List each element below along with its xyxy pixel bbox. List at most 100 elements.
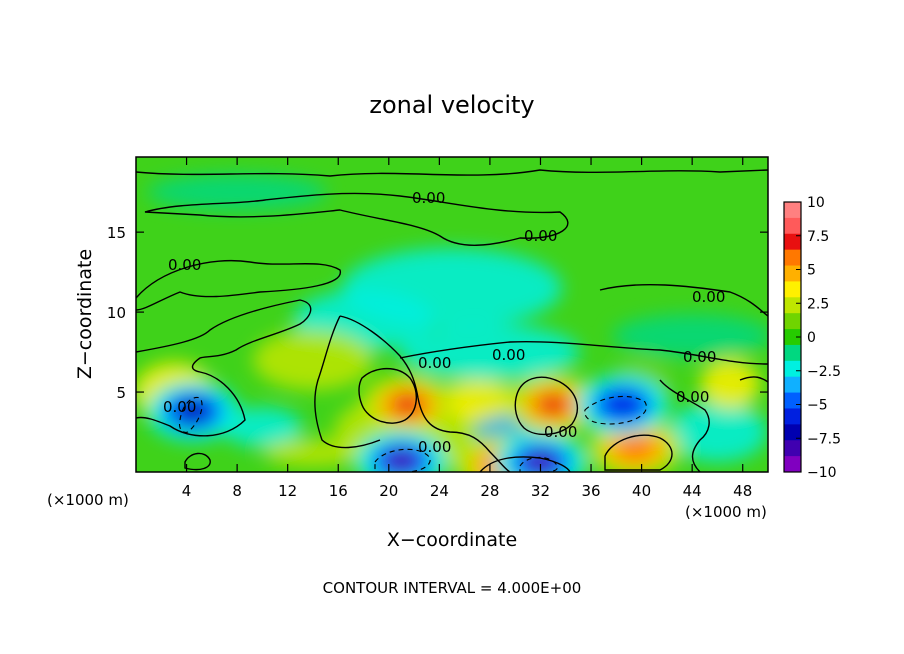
negative-extremum	[176, 400, 209, 423]
contour-line	[314, 315, 381, 449]
contour-line	[604, 434, 673, 471]
x-tick-label: 16	[329, 482, 348, 500]
colorbar-tick-label: 5	[807, 263, 816, 279]
x-tick-label: 36	[581, 482, 600, 500]
x-tick-label: 48	[733, 482, 752, 500]
positive-extremum	[619, 437, 652, 460]
x-unit-label-right: (×1000 m)	[685, 503, 767, 521]
negative-extremum	[385, 449, 418, 472]
contour-line	[136, 299, 312, 437]
colorbar-segment	[784, 297, 801, 314]
contour-line	[399, 341, 768, 365]
x-tick-label: 44	[683, 482, 702, 500]
field-blobs	[136, 174, 768, 472]
x-tick-label: 32	[531, 482, 550, 500]
colorbar: 10 7.5 5 2.5 0 −2.5 −5 −7.5 −10	[783, 195, 841, 481]
contour-label: 0.00	[163, 398, 196, 416]
colorbar-segment	[784, 424, 801, 441]
colorbar-tick-label: −10	[807, 465, 837, 481]
z-axis: 5 10 15	[107, 224, 768, 402]
negative-contour	[519, 456, 558, 472]
x-tick-label: 24	[430, 482, 449, 500]
x-axis: 4 8 12 16 20 24 28 32 36 40 44 48	[182, 157, 752, 500]
contour-label: 0.00	[418, 354, 451, 372]
negative-extremum	[524, 451, 557, 472]
colorbar-segment	[784, 456, 801, 473]
field-patch	[612, 314, 768, 359]
field-patch	[252, 330, 373, 391]
field-patch	[147, 174, 328, 211]
contour-interval-text: CONTOUR INTERVAL = 4.000E+00	[323, 579, 582, 597]
x-tick-label: 8	[232, 482, 242, 500]
colorbar-segment	[784, 249, 801, 267]
x-tick-label: 28	[480, 482, 499, 500]
contour-label: 0.00	[683, 348, 716, 366]
colorbar-tick-label: −7.5	[807, 431, 841, 447]
negative-contour	[178, 396, 203, 433]
colorbar-segment	[784, 313, 801, 330]
x-unit-label-left: (×1000 m)	[47, 491, 129, 509]
colorbar-segment	[784, 281, 801, 298]
contour-line	[479, 456, 571, 472]
x-tick-label: 40	[632, 482, 651, 500]
negative-contours	[178, 395, 647, 472]
chart-title: zonal velocity	[369, 91, 534, 119]
contour-label: 0.00	[168, 256, 201, 274]
plot-frame	[135, 156, 769, 473]
negative-contour	[374, 448, 431, 472]
colorbar-segment	[784, 202, 801, 219]
x-tick-label: 4	[182, 482, 192, 500]
x-axis-title: X−coordinate	[387, 529, 517, 551]
z-tick-label: 10	[107, 304, 126, 322]
contour-label: 0.00	[418, 438, 451, 456]
colorbar-tick-label: 2.5	[807, 296, 829, 312]
colorbar-segment	[784, 344, 801, 362]
z-tick-label: 15	[107, 224, 126, 242]
x-tick-label: 20	[379, 482, 398, 500]
colorbar-segment	[784, 265, 801, 282]
colorbar-segment	[784, 329, 801, 346]
field-patch	[222, 407, 303, 448]
contour-label: 0.00	[692, 288, 725, 306]
negative-extremum	[606, 393, 639, 416]
colorbar-tick-label: 10	[807, 195, 825, 211]
colorbar-segment	[784, 376, 801, 394]
colorbar-tick-label: 7.5	[807, 229, 829, 245]
contour-label: 0.00	[676, 388, 709, 406]
x-tick-label: 12	[278, 482, 297, 500]
contour-line	[659, 379, 710, 472]
field-patch	[399, 324, 580, 381]
z-tick-label: 5	[116, 384, 126, 402]
contour-line	[739, 376, 768, 383]
negative-contour	[584, 395, 647, 425]
colorbar-tick-label: −5	[807, 398, 828, 414]
field-patch	[700, 359, 761, 410]
field-patch	[667, 402, 768, 463]
velocity-field: 0.00 0.00 0.00 0.00 0.00 0.00 0.00 0.00 0.00 0.00…	[136, 157, 768, 472]
contour-line	[136, 169, 768, 177]
colorbar-tick-label: −2.5	[807, 364, 841, 380]
contour-line	[184, 452, 211, 471]
contour-label: 0.00	[524, 227, 557, 245]
contour-lines	[136, 169, 768, 472]
field-patch	[437, 380, 518, 421]
field-patch	[262, 438, 363, 467]
z-axis-title: Z−coordinate	[74, 249, 96, 379]
contour-line	[339, 315, 511, 472]
colorbar-segment	[784, 440, 801, 457]
contour-label: 0.00	[412, 189, 445, 207]
colorbar-segment	[784, 408, 801, 425]
contour-line	[514, 376, 579, 435]
colorbar-segment	[784, 392, 801, 409]
colorbar-tick-label: 0	[807, 330, 816, 346]
colorbar-segment	[784, 217, 801, 235]
positive-extremum	[537, 393, 570, 416]
contour-line	[358, 367, 417, 424]
contour-label: 0.00	[544, 423, 577, 441]
contour-line	[136, 259, 341, 311]
contour-line	[599, 283, 768, 317]
contour-line	[144, 192, 569, 246]
contour-label: 0.00	[492, 346, 525, 364]
contour-label-group: 0.00 0.00 0.00 0.00 0.00 0.00 0.00 0.00 0.00 0.00…	[163, 189, 725, 456]
